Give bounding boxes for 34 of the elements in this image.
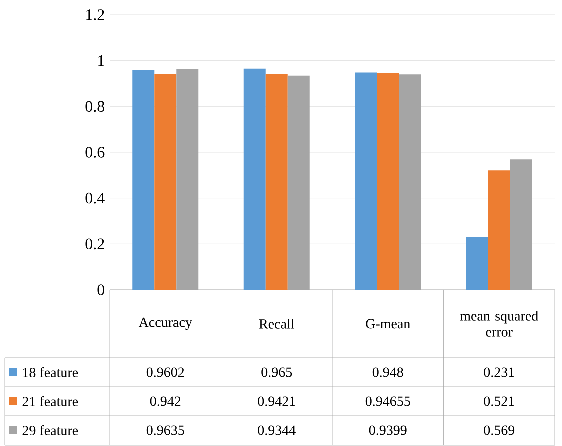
data-label: 0.231 [484,368,514,378]
x-tick-label: Recall [259,319,294,329]
legend-label: 21 feature [22,396,78,406]
data-label: 0.9602 [146,368,184,378]
y-tick-label: 0.6 [86,147,105,158]
bar [466,237,488,290]
bar [266,74,288,290]
y-tick-label: 0.4 [86,192,105,204]
bar [377,73,400,290]
data-label: 0.569 [484,426,515,436]
y-tick-label: 0 [98,284,105,296]
data-label: 0.948 [372,368,404,378]
bar [154,74,177,290]
data-label: 0.9399 [369,426,407,436]
bar [488,170,510,290]
y-tick-label: 0.8 [86,101,105,112]
data-label: 0.521 [484,396,514,406]
legend-label: 29 feature [22,425,78,436]
data-label: 0.9635 [146,426,184,436]
data-label: 0.9344 [258,426,296,436]
legend-label: 18 feature [23,367,78,378]
x-tick-label: Accuracy [138,318,192,330]
data-label: 0.94655 [366,396,410,406]
data-label: 0.942 [150,396,181,406]
bar [355,72,378,290]
bar [132,70,155,290]
x-tick-label: mean squared error [460,311,538,337]
bar [244,68,266,290]
y-tick-label: 1.2 [86,10,104,20]
x-tick-label: G-mean [366,319,410,329]
y-tick-label: 0.2 [86,238,104,250]
data-label: 0.9421 [258,396,296,406]
data-label: 0.965 [262,368,292,378]
y-tick-label: 1 [98,56,104,66]
